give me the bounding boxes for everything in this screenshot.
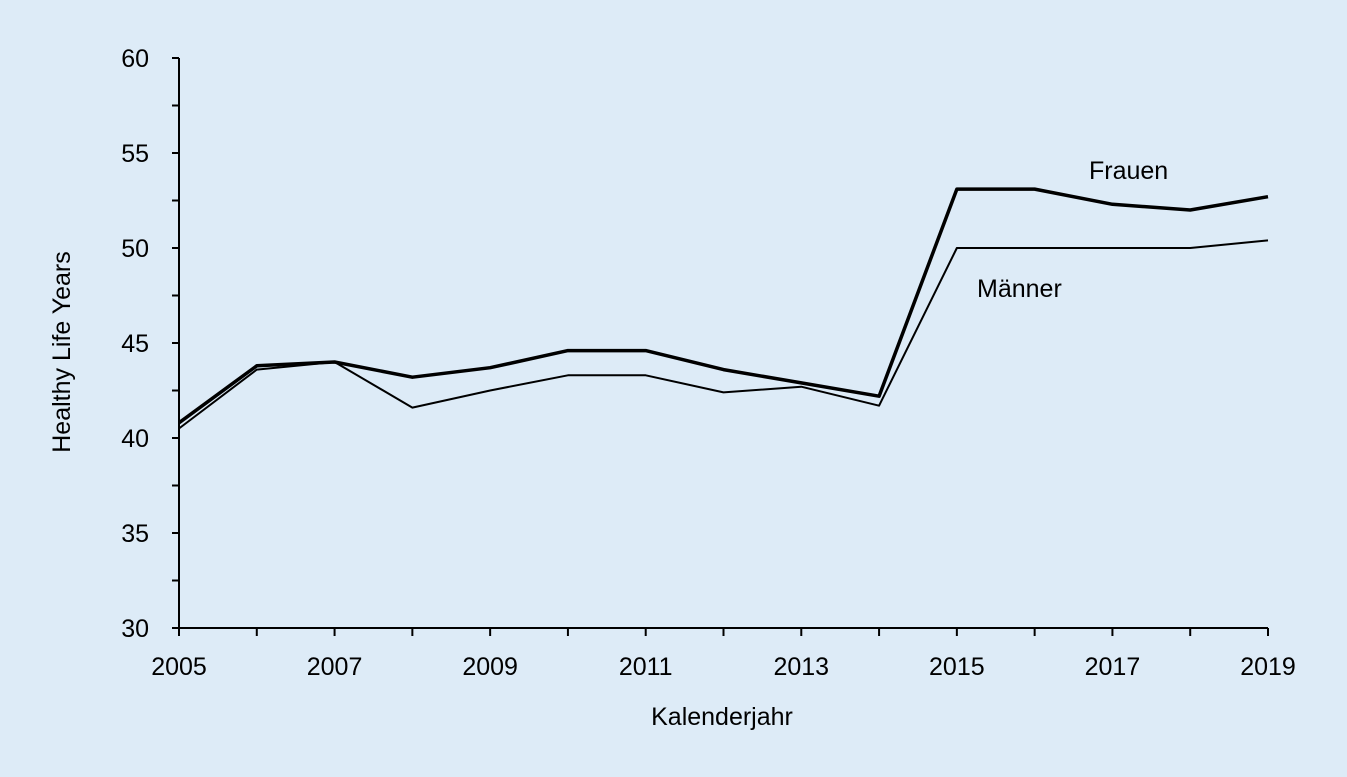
series-line-maenner: [178, 239, 1269, 430]
series-layer: [177, 187, 1269, 430]
y-axis-title: Healthy Life Years: [48, 251, 76, 453]
x-tick-label: 2005: [151, 653, 207, 681]
x-tick-label: 2015: [929, 653, 985, 681]
y-tick-label: 40: [121, 425, 149, 453]
x-tick-label: 2011: [619, 653, 673, 681]
series-label-frauen: Frauen: [1089, 157, 1168, 185]
x-tick-label: 2007: [307, 653, 363, 681]
y-axis: 30 35 40 45 50 55 60: [121, 45, 180, 643]
y-tick-label: 35: [121, 520, 149, 548]
x-axis-title: Kalenderjahr: [651, 703, 793, 731]
x-tick-label: 2017: [1085, 653, 1141, 681]
series-label-maenner: Männer: [977, 275, 1062, 303]
y-tick-label: 55: [121, 140, 149, 168]
y-tick-label: 30: [121, 615, 149, 643]
x-axis: 2005 2007 2009 2011 2013 2015 2017 2019: [151, 627, 1296, 681]
series-line-frauen: [177, 187, 1269, 425]
y-tick-label: 45: [121, 330, 149, 358]
x-tick-label: 2019: [1240, 653, 1296, 681]
y-tick-label: 50: [121, 235, 149, 263]
x-tick-label: 2009: [462, 653, 518, 681]
x-tick-label: 2013: [773, 653, 829, 681]
y-tick-label: 60: [121, 45, 149, 73]
